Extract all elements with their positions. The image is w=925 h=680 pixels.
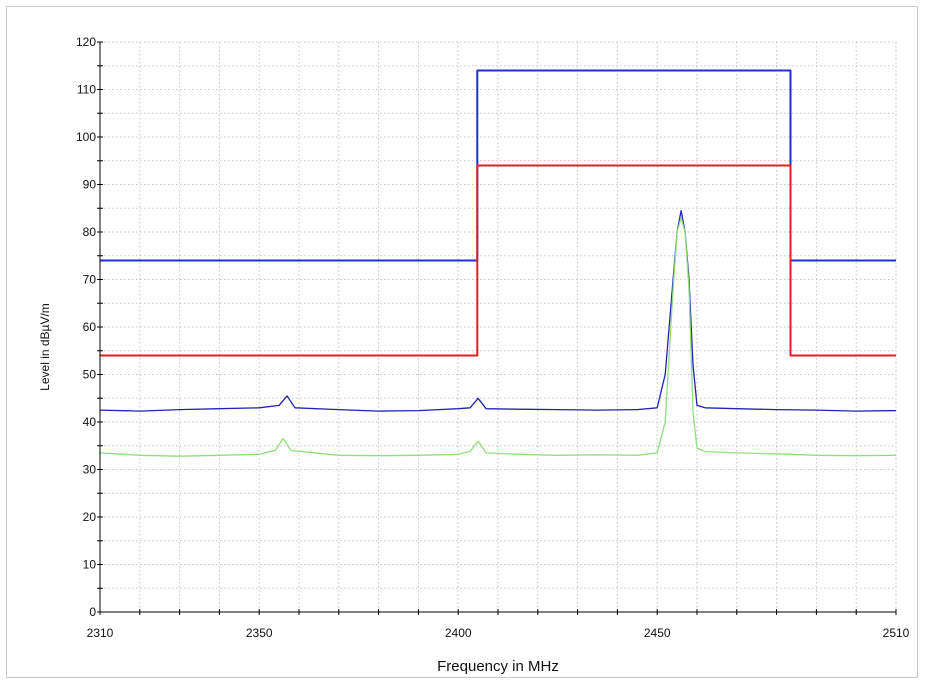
y-tick-label: 20 <box>83 510 97 524</box>
tick-group: 0 10 20 30 40 50 60 70 80 90 100 110 120 2310 2350 2400… <box>76 35 910 640</box>
x-tick-label: 2400 <box>445 626 472 640</box>
chart-frame: 0 10 20 30 40 50 60 70 80 90 100 110 120 2310 2350 2400… <box>6 6 918 678</box>
grid-lines <box>99 41 897 613</box>
x-axis-label: Frequency in MHz <box>437 658 559 675</box>
y-tick-label: 0 <box>89 605 96 619</box>
x-tick-label: 2450 <box>644 626 671 640</box>
y-tick-label: 70 <box>83 273 97 287</box>
y-tick-label: 10 <box>83 558 97 572</box>
series-line-2 <box>100 164 896 357</box>
x-tick-label: 2510 <box>883 626 910 640</box>
y-tick-label: 30 <box>83 463 97 477</box>
y-tick-label: 90 <box>83 178 97 192</box>
y-tick-label: 110 <box>77 83 96 97</box>
y-tick-label: 40 <box>83 415 97 429</box>
y-tick-label: 60 <box>83 320 97 334</box>
y-tick-label: 80 <box>83 225 97 239</box>
y-tick-label: 120 <box>76 35 96 49</box>
spectrum-chart: 0 10 20 30 40 50 60 70 80 90 100 110 120 2310 2350 2400… <box>38 35 910 675</box>
series-line-4 <box>99 217 897 457</box>
series-line-3 <box>99 209 897 412</box>
y-axis-label: Level in dBµV/m <box>38 303 52 391</box>
series-line-1 <box>100 69 896 262</box>
y-tick-label: 50 <box>83 368 97 382</box>
y-tick-label: 100 <box>76 130 96 144</box>
x-tick-label: 2350 <box>246 626 273 640</box>
x-tick-label: 2310 <box>87 626 114 640</box>
series-group <box>99 69 897 457</box>
